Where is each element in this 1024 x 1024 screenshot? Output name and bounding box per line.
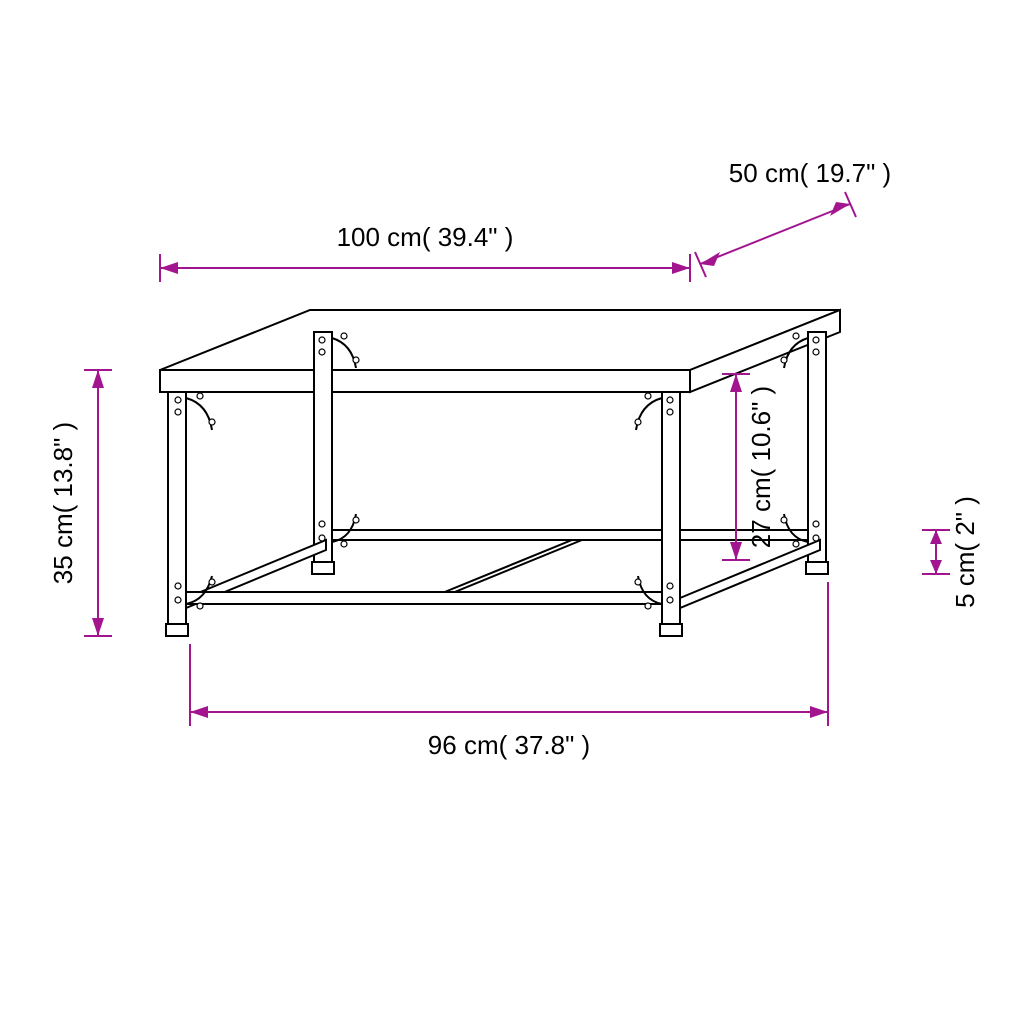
dim-width-label: 100 cm( 39.4" ) <box>337 222 514 252</box>
dim-inner-height-label: 27 cm( 10.6" ) <box>746 386 776 548</box>
dim-height-label: 35 cm( 13.8" ) <box>48 422 78 584</box>
dim-clearance-label: 5 cm( 2" ) <box>950 496 980 608</box>
table-drawing <box>160 310 840 636</box>
dim-leg-span-label: 96 cm( 37.8" ) <box>428 730 590 760</box>
dimension-diagram: 100 cm( 39.4" ) 50 cm( 19.7" ) 35 cm( 13… <box>0 0 1024 1024</box>
dim-depth-label: 50 cm( 19.7" ) <box>729 158 891 188</box>
